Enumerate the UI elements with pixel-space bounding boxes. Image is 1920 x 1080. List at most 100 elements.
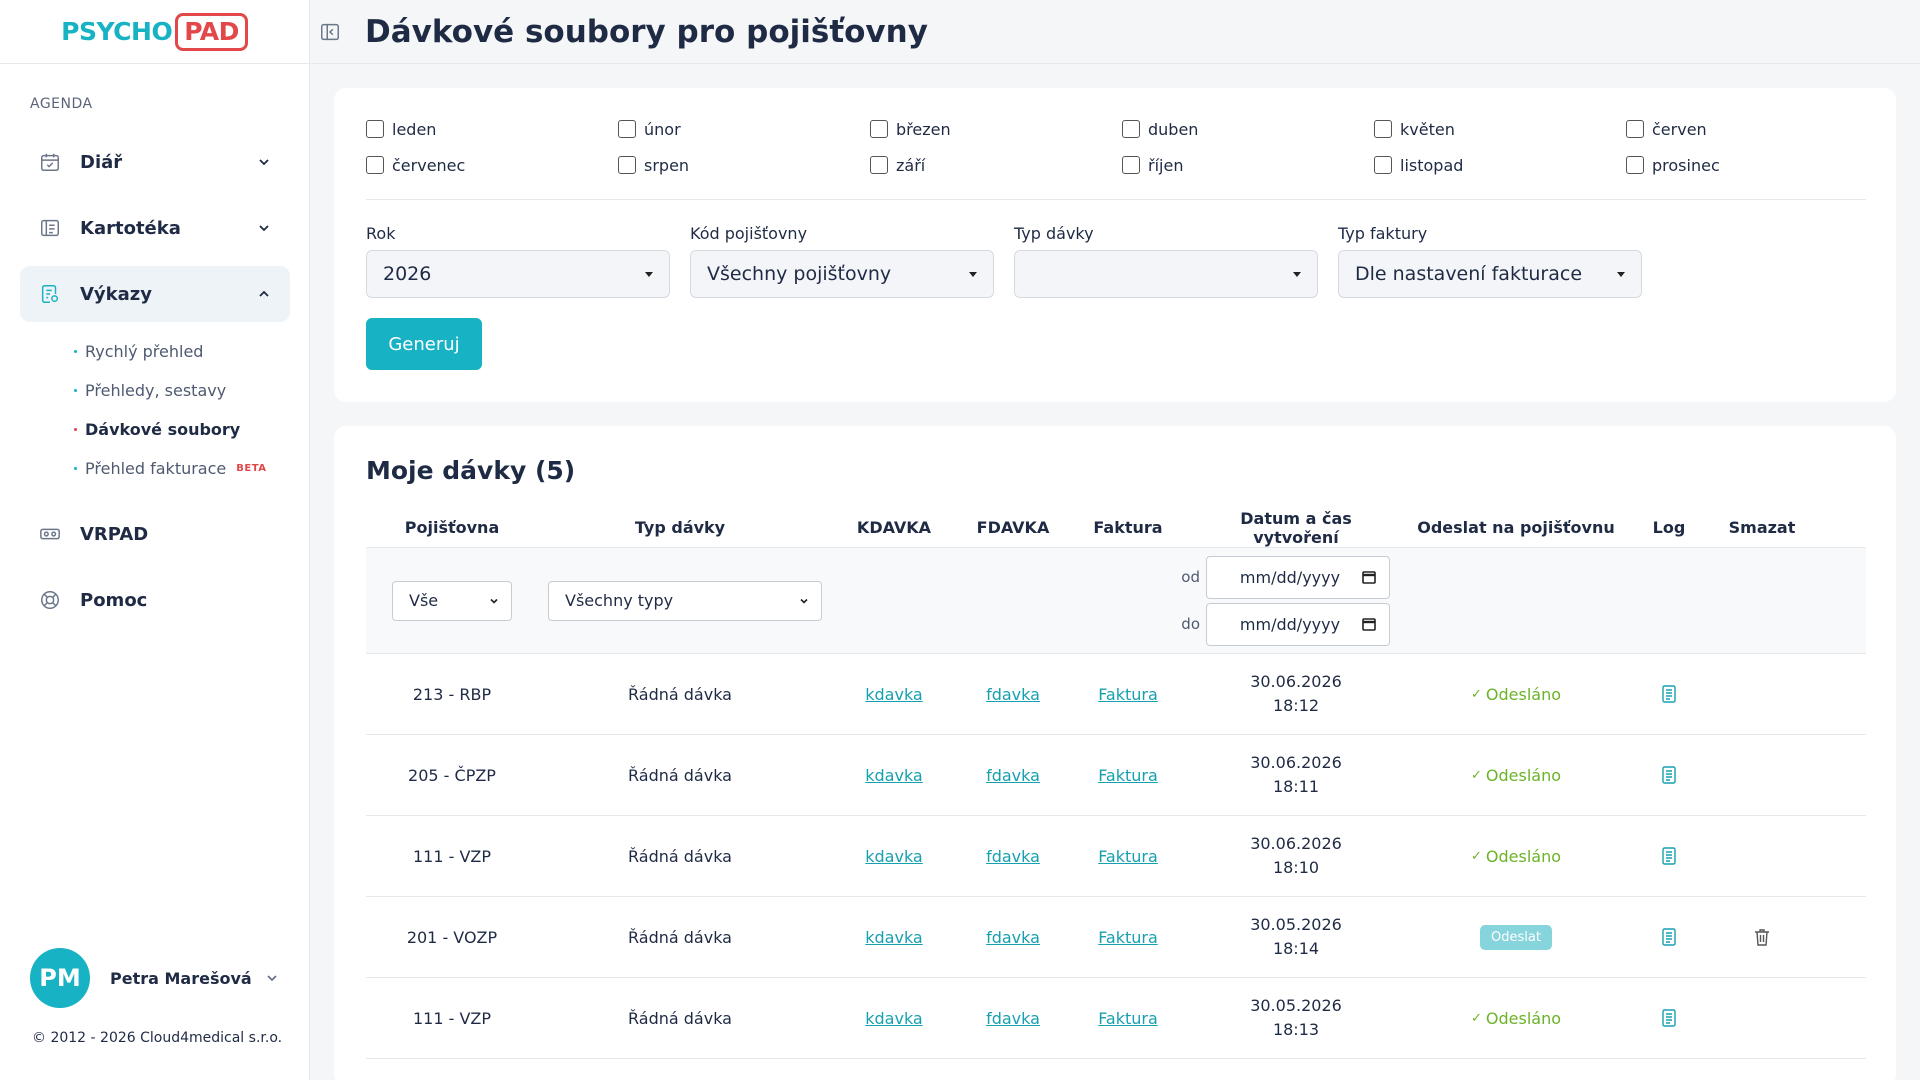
column-header[interactable]: Typ dávky [634, 518, 726, 537]
checkbox[interactable] [870, 156, 888, 174]
user-menu[interactable]: PM Petra Marešová [30, 948, 280, 1008]
kdavka-link[interactable]: kdavka [865, 765, 923, 785]
type-cell: Řádná dávka [628, 846, 732, 866]
month-checkbox-kveten[interactable]: květen [1374, 118, 1626, 140]
month-checkbox-rijen[interactable]: říjen [1122, 154, 1374, 176]
checkbox[interactable] [1122, 156, 1140, 174]
checkbox[interactable] [366, 156, 384, 174]
date-from-input[interactable]: mm/dd/yyyy [1206, 555, 1390, 599]
type-cell: Řádná dávka [628, 765, 732, 785]
invoice-link[interactable]: Faktura [1098, 927, 1158, 947]
checkbox[interactable] [1374, 120, 1392, 138]
year-select[interactable]: 2026 [366, 250, 670, 298]
log-document-icon[interactable] [1659, 846, 1679, 866]
sidebar-item-kartoteka[interactable]: Kartotéka [20, 200, 290, 256]
app-logo[interactable]: PSYCHO PAD [61, 12, 248, 51]
column-header[interactable]: Odeslat na pojišťovnu [1417, 518, 1615, 537]
invoice-link[interactable]: Faktura [1098, 765, 1158, 785]
month-checkbox-listopad[interactable]: listopad [1374, 154, 1626, 176]
sidebar-subitem-label: Rychlý přehled [85, 342, 204, 361]
checkbox[interactable] [1374, 156, 1392, 174]
month-checkbox-brezen[interactable]: březen [870, 118, 1122, 140]
date-to-input[interactable]: mm/dd/yyyy [1206, 602, 1390, 646]
invoice-link[interactable]: Faktura [1098, 684, 1158, 704]
sidebar-nav: Diář Kartotéka Výkazy Rychlý přehled [20, 134, 290, 638]
kdavka-link[interactable]: kdavka [865, 927, 923, 947]
sidebar-subitem-rychly-prehled[interactable]: Rychlý přehled [20, 332, 290, 371]
checkbox[interactable] [1626, 156, 1644, 174]
checkbox[interactable] [366, 120, 384, 138]
sidebar-subitem-davkove-soubory[interactable]: Dávkové soubory [20, 410, 290, 449]
log-document-icon[interactable] [1659, 684, 1679, 704]
caret-down-icon [969, 271, 977, 277]
kdavka-link[interactable]: kdavka [865, 1008, 923, 1028]
month-checkbox-cervenec[interactable]: červenec [366, 154, 618, 176]
time: 18:11 [1272, 777, 1320, 796]
column-header[interactable]: Datum a čas vytvoření [1240, 508, 1352, 547]
fdavka-link[interactable]: fdavka [986, 927, 1040, 947]
column-header[interactable]: FDAVKA [976, 518, 1050, 537]
sidebar-subitem-prehled-fakturace[interactable]: Přehled fakturace BETA [20, 449, 290, 488]
sidebar-subitem-prehledy-sestavy[interactable]: Přehledy, sestavy [20, 371, 290, 410]
log-document-icon[interactable] [1659, 1008, 1679, 1028]
checkbox[interactable] [618, 156, 636, 174]
column-header[interactable]: Pojišťovna [404, 518, 500, 537]
month-checkbox-duben[interactable]: duben [1122, 118, 1374, 140]
insurer-select[interactable]: Všechny pojišťovny [690, 250, 994, 298]
batch-type-select[interactable] [1014, 250, 1318, 298]
date: 30.06.2026 [1250, 672, 1342, 691]
date: 30.06.2026 [1250, 834, 1342, 853]
time: 18:10 [1272, 858, 1320, 877]
checkbox[interactable] [870, 120, 888, 138]
sidebar-item-vykazy[interactable]: Výkazy [20, 266, 290, 322]
sidebar-collapse-icon[interactable] [319, 21, 341, 43]
kdavka-link[interactable]: kdavka [865, 684, 923, 704]
sidebar-item-pomoc[interactable]: Pomoc [20, 572, 290, 628]
type-column-select[interactable]: Všechny typy [548, 580, 822, 621]
date-range: od mm/dd/yyyy do mm/dd/yyyy [1060, 554, 1396, 648]
month-checkbox-cerven[interactable]: červen [1626, 118, 1878, 140]
month-checkbox-prosinec[interactable]: prosinec [1626, 154, 1878, 176]
generate-button[interactable]: Generuj [366, 318, 482, 370]
month-label: leden [392, 119, 437, 139]
checkbox[interactable] [618, 120, 636, 138]
checkbox[interactable] [1122, 120, 1140, 138]
fdavka-link[interactable]: fdavka [986, 846, 1040, 866]
status-sent: ✓ Odesláno [1471, 685, 1561, 704]
column-header[interactable]: KDAVKA [856, 518, 932, 537]
month-checkbox-leden[interactable]: leden [366, 118, 618, 140]
send-button[interactable]: Odeslat [1480, 924, 1552, 950]
fdavka-link[interactable]: fdavka [986, 1008, 1040, 1028]
sidebar-item-vrpad[interactable]: VRPAD [20, 506, 290, 562]
calendar-icon[interactable] [1361, 616, 1377, 632]
log-document-icon[interactable] [1659, 765, 1679, 785]
log-document-icon[interactable] [1659, 927, 1679, 947]
month-checkbox-unor[interactable]: únor [618, 118, 870, 140]
month-checkbox-zari[interactable]: září [870, 154, 1122, 176]
datetime-cell: 30.05.2026 18:14 [1196, 913, 1396, 961]
batch-type-filter: Typ dávky [1014, 224, 1318, 298]
trash-icon[interactable] [1752, 927, 1772, 947]
month-checkbox-srpen[interactable]: srpen [618, 154, 870, 176]
column-header: Log [1652, 518, 1686, 537]
fdavka-link[interactable]: fdavka [986, 684, 1040, 704]
kdavka-link[interactable]: kdavka [865, 846, 923, 866]
invoice-link[interactable]: Faktura [1098, 846, 1158, 866]
table-filter-row: Vše Všechny typy od mm/dd/yyyy [366, 548, 1866, 654]
status-sent: ✓ Odesláno [1471, 847, 1561, 866]
checkbox[interactable] [1626, 120, 1644, 138]
calendar-icon[interactable] [1361, 569, 1377, 585]
time: 18:12 [1272, 696, 1320, 715]
chevron-up-icon [259, 290, 269, 297]
insurer-filter: Kód pojišťovny Všechny pojišťovny [690, 224, 994, 298]
column-header[interactable]: Faktura [1093, 518, 1163, 537]
sidebar-item-label: Výkazy [80, 283, 152, 305]
bullet-dot [74, 389, 77, 392]
fdavka-link[interactable]: fdavka [986, 765, 1040, 785]
sidebar-item-diar[interactable]: Diář [20, 134, 290, 190]
insurer-column-select[interactable]: Vše [392, 580, 512, 621]
table-row: 213 - RBP Řádná dávka kdavka fdavka Fakt… [366, 654, 1866, 735]
invoice-link[interactable]: Faktura [1098, 1008, 1158, 1028]
insurer-cell: 111 - VZP [412, 1008, 492, 1028]
invoice-type-select[interactable]: Dle nastavení fakturace [1338, 250, 1642, 298]
